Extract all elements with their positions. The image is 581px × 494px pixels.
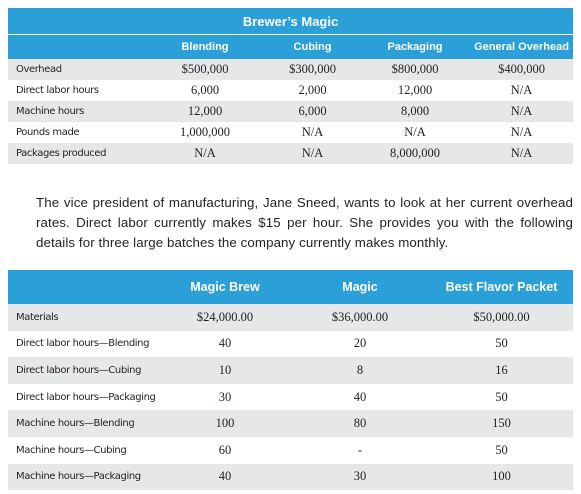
row-label: Machine hours—Blending <box>8 410 160 437</box>
cell: 30 <box>160 383 290 411</box>
cell: 12,000 <box>360 80 470 101</box>
cell: 40 <box>160 463 290 491</box>
cell: - <box>290 436 430 464</box>
cell: 16 <box>430 357 573 384</box>
cell: 8,000,000 <box>360 143 470 164</box>
row-label: Machine hours <box>8 101 145 122</box>
cell: 150 <box>430 410 573 437</box>
table-row: Overhead $500,000 $300,000 $800,000 $400,000 <box>8 59 574 80</box>
cell: N/A <box>470 143 574 164</box>
brewers-magic-table: Brewer’s Magic Blending Cubing Packaging Ge… <box>8 8 574 164</box>
paragraph: The vice president of manufacturing, Jan… <box>36 195 573 251</box>
cell: $400,000 <box>470 59 574 80</box>
cell: 1,000,000 <box>145 122 265 143</box>
cell: $24,000.00 <box>160 304 290 331</box>
table-row: Direct labor hours—Blending 40 20 50 <box>8 330 573 358</box>
cell: 50 <box>430 330 573 358</box>
row-label: Pounds made <box>8 122 145 143</box>
cell: N/A <box>470 80 574 101</box>
column-header: Best Flavor Packet <box>430 270 573 304</box>
column-header: General Overhead <box>470 34 574 59</box>
cell: 30 <box>290 463 430 491</box>
table-row: Machine hours—Cubing 60-50 <box>8 436 573 464</box>
table-row: Direct labor hours 6,000 2,000 12,000 N/A <box>8 80 574 101</box>
row-label: Direct labor hours—Cubing <box>8 357 160 384</box>
column-header: Blending <box>145 34 265 59</box>
cell: 80 <box>290 410 430 437</box>
cell: $50,000.00 <box>430 304 573 331</box>
row-label: Overhead <box>8 59 145 80</box>
row-label: Machine hours—Cubing <box>8 436 160 464</box>
cell: 60 <box>160 436 290 464</box>
table-row: Direct labor hours—Packaging 30 40 50 <box>8 383 573 411</box>
cell: N/A <box>470 122 574 143</box>
table-row: Machine hours—Blending 100 80 150 <box>8 410 573 437</box>
row-label: Direct labor hours—Blending <box>8 330 160 358</box>
column-header: Magic Brew <box>160 270 290 304</box>
cell: 40 <box>160 330 290 358</box>
table-row: Pounds made 1,000,000 N/A N/A N/A <box>8 122 574 143</box>
header-cell <box>8 34 145 59</box>
row-label: Direct labor hours <box>8 80 145 101</box>
table-row: Machine hours—Packaging 40 30 100 <box>8 463 573 491</box>
table-row: Machine hours 12,000 6,000 8,000 N/A <box>8 101 574 122</box>
table-row: Materials $24,000.00 $36,000.00 $50,000.00 <box>8 304 573 331</box>
cell: 6,000 <box>265 101 360 122</box>
row-label: Machine hours—Packaging <box>8 463 160 491</box>
cell: 8 <box>290 357 430 384</box>
cell: $300,000 <box>265 59 360 80</box>
products-table: Magic Brew Magic Best Flavor Packet Materi… <box>8 270 573 491</box>
column-header: Magic <box>290 270 430 304</box>
row-label: Materials <box>8 304 160 331</box>
table-title: Brewer’s Magic <box>8 8 574 35</box>
cell: 50 <box>430 383 573 411</box>
cell: $800,000 <box>360 59 470 80</box>
cell: N/A <box>470 101 574 122</box>
cell: 40 <box>290 383 430 411</box>
cell: 100 <box>160 410 290 437</box>
cell: 8,000 <box>360 101 470 122</box>
cell: N/A <box>265 143 360 164</box>
cell: 10 <box>160 357 290 384</box>
row-label: Packages produced <box>8 143 145 164</box>
cell: 2,000 <box>265 80 360 101</box>
cell: N/A <box>265 122 360 143</box>
cell: 20 <box>290 330 430 358</box>
cell: N/A <box>360 122 470 143</box>
cell: N/A <box>145 143 265 164</box>
cell: 6,000 <box>145 80 265 101</box>
cell: 50 <box>430 436 573 464</box>
cell: 100 <box>430 463 573 491</box>
table-row: Packages produced N/A N/A 8,000,000 N/A <box>8 143 574 164</box>
column-header: Packaging <box>360 34 470 59</box>
header-cell <box>8 270 160 304</box>
cell: $500,000 <box>145 59 265 80</box>
row-label: Direct labor hours—Packaging <box>8 383 160 411</box>
column-header: Cubing <box>265 34 360 59</box>
cell: $36,000.00 <box>290 304 430 331</box>
table-row: Direct labor hours—Cubing 10 8 16 <box>8 357 573 384</box>
cell: 12,000 <box>145 101 265 122</box>
